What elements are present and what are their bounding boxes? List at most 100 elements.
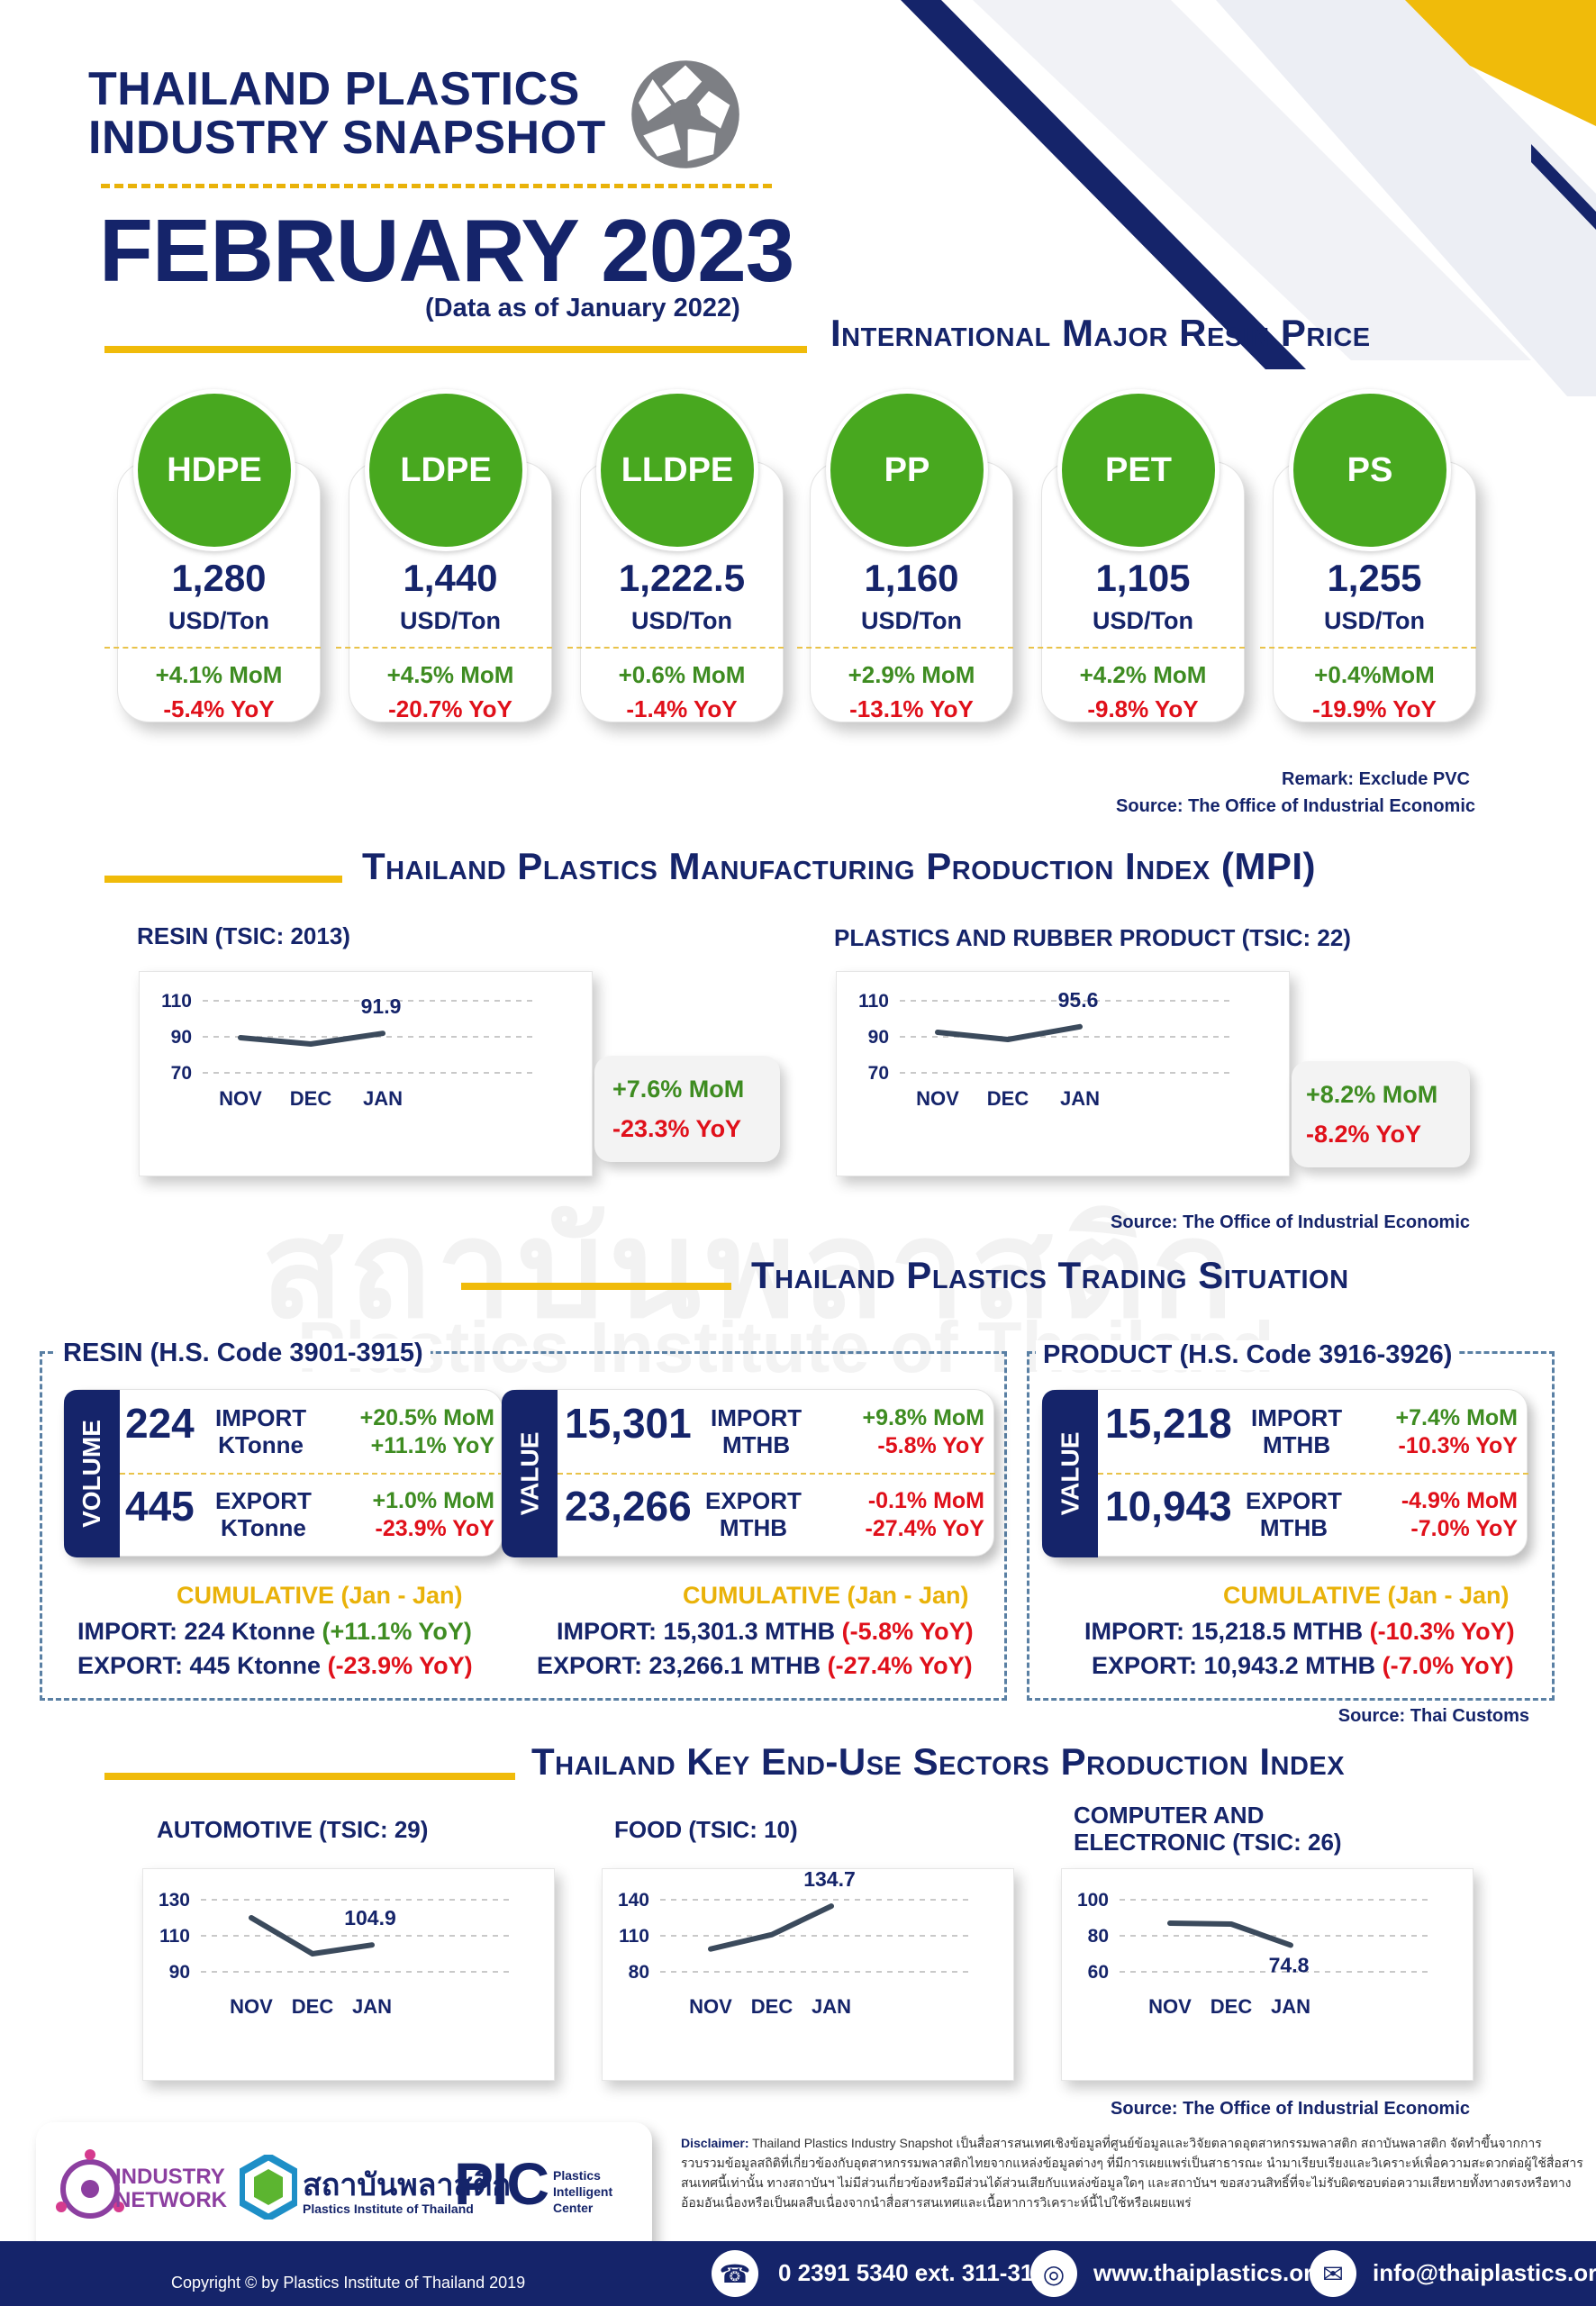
resin-import-volume-change: +20.5% MoM +11.1% YoY [359, 1405, 494, 1458]
resin-volume-cumulative-import: IMPORT: 224 Ktonne (+11.1% YoY) [77, 1618, 472, 1645]
volume-side-label: VOLUME [64, 1390, 120, 1557]
mpi-title: Thailand Plastics Manufacturing Producti… [362, 845, 1317, 887]
resin-price-mom: +4.1% MoM [155, 661, 283, 688]
card-divider [1260, 647, 1476, 649]
resin-price-yoy: -20.7% YoY [388, 695, 512, 722]
series-line [249, 1915, 375, 1956]
resin-source: Source: The Office of Industrial Economi… [1116, 796, 1475, 816]
resin-price-value: 1,105 [1095, 557, 1191, 599]
value-side-label: VALUE [1042, 1390, 1098, 1557]
resin-price-unit: USD/Ton [1093, 607, 1193, 634]
product-mpi-mom: +8.2% MoM [1306, 1081, 1438, 1108]
card-divider [567, 647, 784, 649]
institute-logo-en: Plastics Institute of Thailand [303, 2202, 474, 2216]
resin-export-value-label: EXPORT MTHB [705, 1487, 802, 1541]
product-import-value-change: +7.4% MoM -10.3% YoY [1395, 1405, 1518, 1458]
resin-value-card: VALUE 15,301 IMPORT MTHB +9.8% MoM -5.8%… [501, 1389, 995, 1557]
card-divider [1098, 1473, 1528, 1475]
phone-icon: ☎ [712, 2250, 758, 2297]
product-mpi-chart: 110 90 70 NOV DEC JAN 95.6 [836, 971, 1290, 1176]
electronic-label: COMPUTER AND ELECTRONIC (TSIC: 26) [1074, 1802, 1342, 1856]
resin-value-cumulative-title: CUMULATIVE (Jan - Jan) [683, 1582, 969, 1609]
x-tick-label: JAN [1271, 1995, 1310, 2018]
enduse-source: Source: The Office of Industrial Economi… [1111, 2099, 1470, 2119]
resin-price-title: International Major Resin Price [830, 312, 1371, 354]
x-tick-label: DEC [292, 1995, 334, 2018]
automotive-label: AUTOMOTIVE (TSIC: 29) [157, 1816, 429, 1843]
copyright: Copyright © by Plastics Institute of Tha… [171, 2274, 526, 2292]
header-divider [101, 184, 772, 188]
section-bar [104, 876, 342, 883]
resin-volume-card: VOLUME 224 IMPORT KTonne +20.5% MoM +11.… [63, 1389, 503, 1557]
x-tick-label: NOV [689, 1995, 732, 2018]
trading-title: Thailand Plastics Trading Situation [751, 1254, 1349, 1296]
product-import-value-label: IMPORT MTHB [1251, 1404, 1343, 1458]
hexagon-logo-icon [240, 2155, 297, 2220]
x-tick-label: NOV [219, 1087, 262, 1110]
resin-mpi-yoy: -23.3% YoY [612, 1115, 742, 1142]
resin-export-volume: 445 [125, 1483, 195, 1530]
resin-price-unit: USD/Ton [400, 607, 501, 634]
resin-price-yoy: -13.1% YoY [849, 695, 974, 722]
y-tick-label: 90 [171, 1027, 192, 1048]
card-divider [336, 647, 552, 649]
product-trade-label: PRODUCT (H.S. Code 3916-3926) [1036, 1340, 1460, 1370]
product-value-cumulative-export: EXPORT: 10,943.2 MTHB (-7.0% YoY) [1092, 1652, 1514, 1679]
aperture-logo-icon [631, 60, 739, 168]
resin-price-yoy: -9.8% YoY [1087, 695, 1199, 722]
resin-price-value: 1,440 [403, 557, 498, 599]
corner-stripes [901, 0, 1596, 396]
data-label: 74.8 [1269, 1953, 1310, 1976]
resin-value-cumulative-import: IMPORT: 15,301.3 MTHB (-5.8% YoY) [557, 1618, 974, 1645]
y-tick-label: 110 [619, 1926, 649, 1947]
data-label: 91.9 [361, 994, 402, 1018]
y-tick-label: 60 [1088, 1962, 1109, 1983]
x-tick-label: DEC [987, 1087, 1029, 1110]
section-bar [461, 1283, 731, 1290]
product-export-value-label: EXPORT MTHB [1246, 1487, 1342, 1541]
card-divider [797, 647, 1013, 649]
resin-value-cumulative-export: EXPORT: 23,266.1 MTHB (-27.4% YoY) [537, 1652, 973, 1679]
footer-email[interactable]: info@thaiplastics.org [1373, 2259, 1596, 2286]
resin-volume-cumulative-export: EXPORT: 445 Ktonne (-23.9% YoY) [77, 1652, 473, 1679]
footer-website[interactable]: www.thaiplastics.org [1093, 2259, 1328, 2286]
y-tick-label: 90 [169, 1962, 190, 1983]
footer-phone[interactable]: 0 2391 5340 ext. 311-313 [778, 2259, 1047, 2286]
resin-mpi-chart: 110 90 70 NOV DEC JAN 91.9 [139, 971, 593, 1176]
pic-logo-sub: Plastics Intelligent Center [553, 2168, 613, 2215]
resin-price-unit: USD/Ton [168, 607, 269, 634]
resin-price-mom: +4.2% MoM [1079, 661, 1207, 688]
resin-name-badge: PET [1057, 389, 1220, 551]
report-month: FEBRUARY 2023 [99, 201, 794, 300]
product-export-value: 10,943 [1105, 1483, 1232, 1530]
resin-import-label: IMPORT KTonne [215, 1404, 307, 1458]
resin-mpi-mom: +7.6% MoM [612, 1076, 745, 1103]
resin-mpi-label: RESIN (TSIC: 2013) [137, 922, 350, 949]
card-divider [120, 1473, 503, 1475]
product-import-value: 15,218 [1105, 1400, 1232, 1447]
series-line [708, 1903, 834, 1952]
section-bar [104, 1773, 515, 1780]
series-line [1167, 1920, 1293, 1948]
card-divider [558, 1473, 995, 1475]
enduse-title: Thailand Key End-Use Sectors Production … [531, 1740, 1346, 1783]
product-value-cumulative-import: IMPORT: 15,218.5 MTHB (-10.3% YoY) [1084, 1618, 1515, 1645]
resin-trade-label: RESIN (H.S. Code 3901-3915) [56, 1339, 431, 1368]
resin-price-unit: USD/Ton [1324, 607, 1425, 634]
resin-name-badge: HDPE [133, 389, 295, 551]
y-tick-label: 80 [629, 1962, 649, 1983]
resin-price-yoy: -5.4% YoY [163, 695, 275, 722]
x-tick-label: NOV [230, 1995, 273, 2018]
resin-price-unit: USD/Ton [861, 607, 962, 634]
card-divider [104, 647, 321, 649]
title-line2: INDUSTRY SNAPSHOT [88, 112, 606, 164]
x-tick-label: NOV [1148, 1995, 1192, 2018]
y-tick-label: 110 [161, 991, 192, 1012]
resin-export-label: EXPORT KTonne [215, 1487, 312, 1541]
resin-volume-cumulative-title: CUMULATIVE (Jan - Jan) [177, 1582, 463, 1609]
series-line [238, 1030, 385, 1047]
y-tick-label: 110 [858, 991, 889, 1012]
automotive-chart: 130 110 90 NOV DEC JAN 104.9 [142, 1868, 555, 2081]
resin-name-badge: PS [1289, 389, 1451, 551]
x-tick-label: JAN [363, 1087, 403, 1110]
